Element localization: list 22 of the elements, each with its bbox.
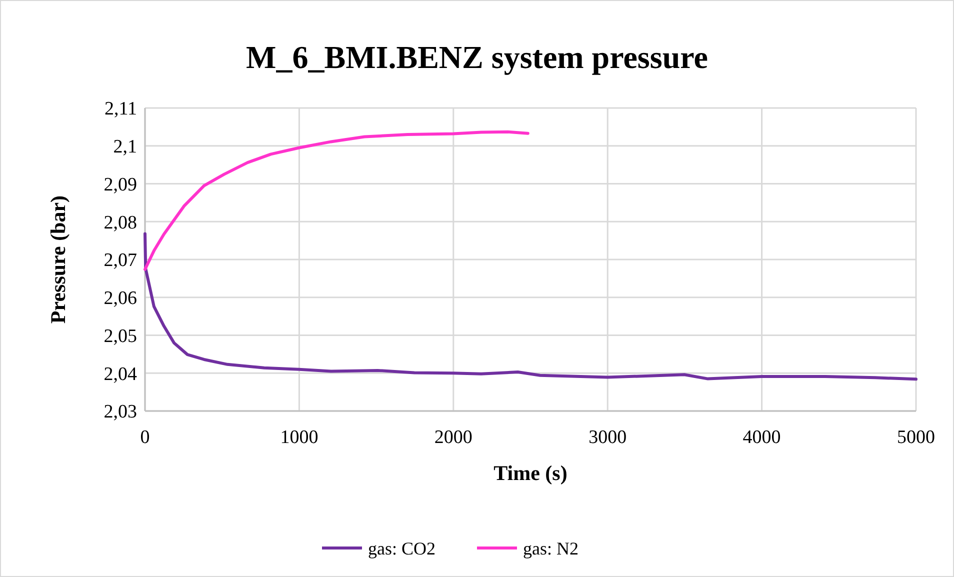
x-tick-label: 1000 xyxy=(280,427,318,448)
y-tick-label: 2,1 xyxy=(113,136,137,158)
y-tick-label: 2,05 xyxy=(104,326,137,347)
y-tick-label: 2,04 xyxy=(104,364,138,385)
x-tick-label: 4000 xyxy=(742,427,781,448)
y-tick-label: 2,09 xyxy=(104,174,137,196)
legend-label: gas: N2 xyxy=(523,538,578,558)
x-tick-label: 2000 xyxy=(434,427,472,448)
chart-title: M_6_BMI.BENZ system pressure xyxy=(246,39,708,75)
x-tick-label: 5000 xyxy=(897,427,935,448)
line-series xyxy=(144,130,530,271)
x-axis-title: Time (s) xyxy=(494,461,568,485)
x-tick-label: 0 xyxy=(140,427,150,448)
y-tick-label: 2,07 xyxy=(104,250,137,272)
y-axis-title: Pressure (bar) xyxy=(46,195,70,324)
y-tick-label: 2,11 xyxy=(104,98,137,120)
x-tick-label: 3000 xyxy=(588,427,627,448)
y-tick-label: 2,08 xyxy=(104,212,137,234)
y-tick-label: 2,06 xyxy=(104,288,137,310)
line-series xyxy=(144,232,918,381)
legend-label: gas: CO2 xyxy=(368,538,436,558)
y-tick-label: 2,03 xyxy=(104,402,137,423)
